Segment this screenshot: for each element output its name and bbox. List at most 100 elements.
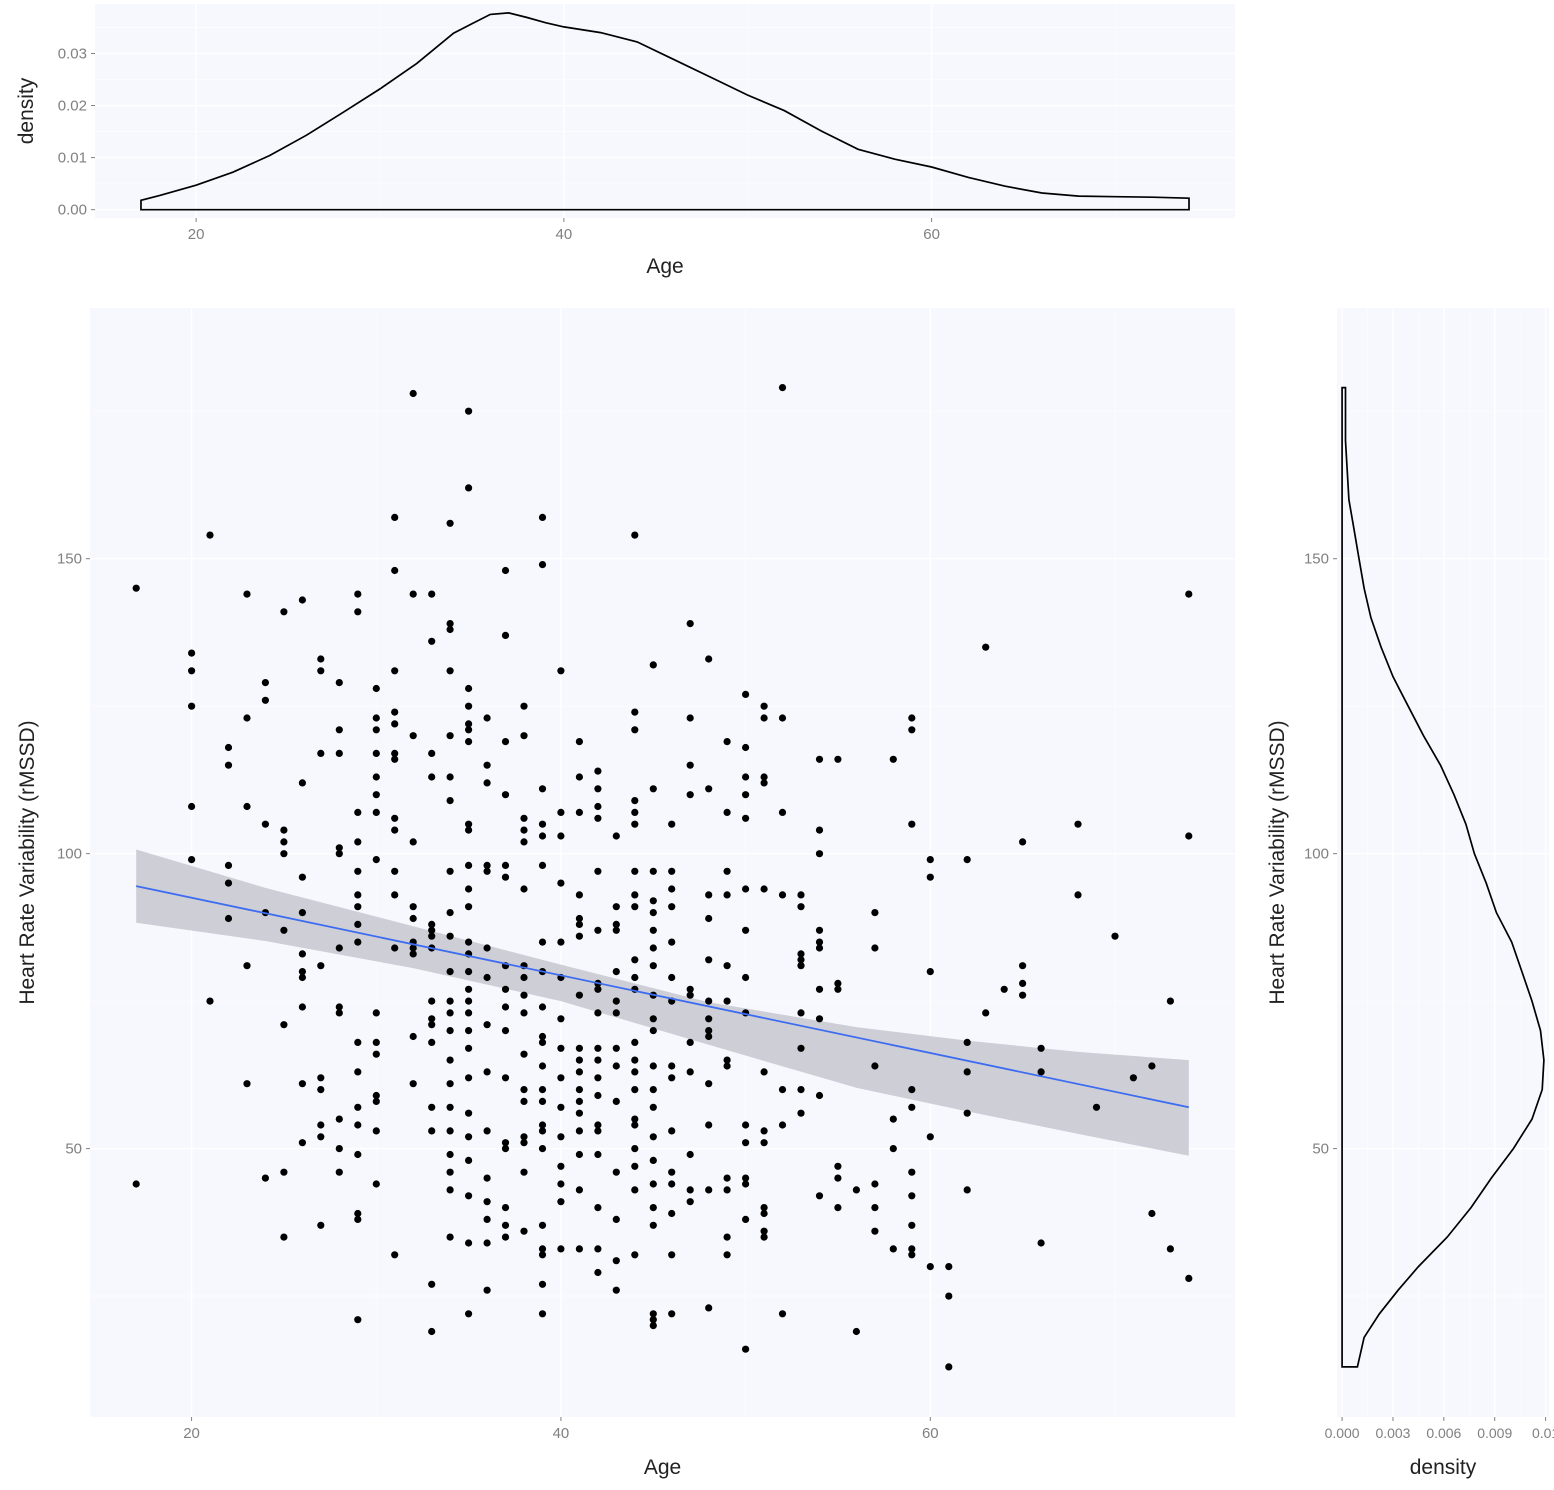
data-point: [501, 985, 510, 993]
confidence-band: [136, 849, 1189, 1156]
data-point: [372, 714, 380, 722]
data-point: [501, 1145, 510, 1153]
data-point: [520, 826, 528, 834]
data-point: [612, 920, 620, 929]
data-point: [926, 1133, 934, 1141]
data-point: [612, 903, 620, 911]
data-point: [982, 643, 990, 651]
age-density-curve: [140, 12, 1190, 211]
data-point: [428, 1327, 436, 1336]
data-point: [428, 920, 436, 929]
top-x-axis-ticks: 20 40 60: [188, 218, 940, 243]
data-point: [1185, 832, 1193, 840]
data-point: [317, 749, 325, 758]
data-point: [501, 1074, 510, 1082]
data-point: [317, 962, 325, 970]
data-point: [538, 820, 547, 828]
data-point: [612, 1044, 620, 1052]
data-point: [760, 1127, 768, 1135]
data-point: [354, 808, 362, 817]
data-point: [760, 1139, 768, 1147]
data-point: [723, 1186, 731, 1194]
y-tick-label: 100: [57, 846, 82, 863]
hrv-density-curve: [1341, 386, 1545, 1368]
data-point: [428, 1021, 436, 1029]
data-point: [686, 1150, 694, 1159]
main-y-axis-title: Heart Rate Variability (rMSSD): [16, 720, 39, 1004]
data-point: [612, 1009, 620, 1017]
data-point: [446, 1150, 454, 1159]
data-point: [557, 1044, 565, 1052]
data-point: [1037, 1068, 1045, 1076]
data-point: [520, 702, 528, 710]
data-point: [280, 926, 288, 934]
data-point: [335, 844, 343, 852]
data-point: [465, 968, 473, 976]
data-point: [594, 1009, 602, 1017]
data-point: [1166, 1245, 1174, 1253]
data-point: [520, 1086, 528, 1094]
data-point: [778, 714, 787, 722]
data-point: [538, 1221, 547, 1229]
data-point: [280, 850, 288, 858]
data-point: [354, 1038, 362, 1046]
data-point: [391, 814, 399, 822]
data-point: [409, 1032, 417, 1041]
data-point: [465, 861, 473, 870]
data-point: [557, 832, 565, 840]
data-point: [760, 773, 768, 781]
data-point: [132, 584, 140, 592]
data-point: [224, 743, 233, 752]
data-point: [446, 620, 454, 628]
data-point: [649, 1204, 657, 1212]
x-tick-label: 0.01: [1532, 1425, 1554, 1441]
data-point: [483, 1068, 491, 1076]
data-point: [668, 1062, 676, 1070]
data-point: [908, 726, 916, 734]
data-point: [428, 637, 436, 645]
data-point: [446, 732, 454, 740]
data-point: [354, 891, 362, 899]
data-point: [631, 1115, 639, 1123]
data-point: [649, 1316, 657, 1324]
regression-line: [135, 885, 1190, 1109]
data-point: [723, 891, 731, 899]
data-point: [538, 832, 547, 840]
data-point: [520, 991, 528, 999]
data-point: [631, 820, 639, 828]
data-point: [372, 1091, 380, 1100]
data-point: [428, 1038, 436, 1046]
data-point: [557, 1245, 565, 1253]
data-point: [668, 1251, 676, 1259]
data-point: [501, 566, 510, 575]
data-point: [686, 791, 694, 799]
data-point: [723, 962, 731, 970]
x-tick-label: 60: [923, 226, 940, 243]
x-tick-label: 20: [188, 226, 205, 243]
data-point: [760, 885, 768, 893]
data-point: [1074, 820, 1082, 828]
data-point: [686, 714, 694, 722]
data-point: [298, 968, 306, 976]
data-point: [575, 1044, 584, 1052]
data-point: [686, 1068, 694, 1076]
data-point: [631, 797, 639, 805]
data-point: [446, 968, 454, 976]
x-tick-label: 0.003: [1375, 1425, 1410, 1441]
data-point: [335, 1003, 343, 1011]
data-point: [298, 596, 306, 604]
data-point: [631, 973, 639, 982]
data-point: [815, 926, 824, 934]
data-point: [778, 891, 787, 899]
data-point: [391, 667, 399, 675]
data-point: [446, 1027, 454, 1035]
data-point: [372, 726, 380, 734]
data-point: [465, 407, 473, 415]
data-point: [298, 779, 306, 787]
data-point: [649, 926, 657, 934]
data-point: [335, 679, 343, 687]
data-point: [908, 1086, 916, 1094]
data-point: [298, 1139, 306, 1147]
data-point: [705, 1015, 713, 1023]
